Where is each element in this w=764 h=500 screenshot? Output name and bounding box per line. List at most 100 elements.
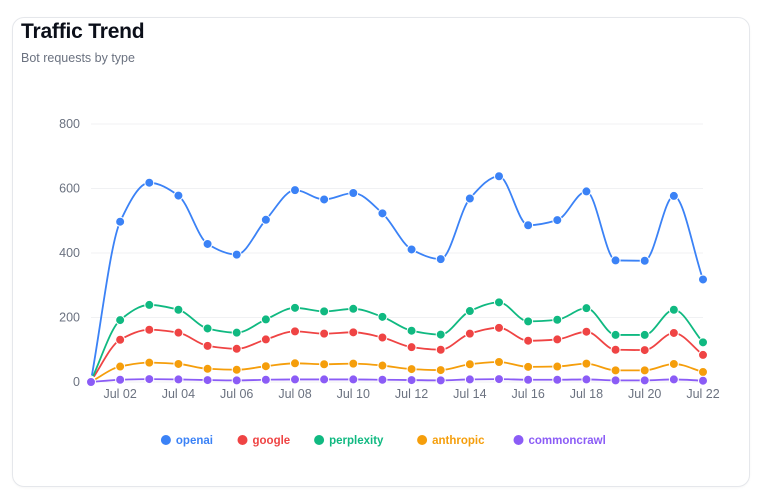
data-point-google[interactable]: [377, 332, 388, 343]
data-point-perplexity[interactable]: [144, 299, 155, 310]
data-point-anthropic[interactable]: [523, 361, 534, 372]
data-point-google[interactable]: [494, 322, 504, 333]
data-point-google[interactable]: [115, 334, 126, 345]
data-point-openai[interactable]: [173, 190, 184, 201]
data-point-openai[interactable]: [406, 244, 417, 255]
data-point-anthropic[interactable]: [290, 358, 300, 369]
data-point-commoncrawl[interactable]: [552, 374, 563, 385]
data-point-google[interactable]: [348, 327, 359, 338]
data-point-openai[interactable]: [377, 208, 388, 219]
data-point-google[interactable]: [173, 327, 184, 338]
data-point-google[interactable]: [639, 345, 650, 356]
data-point-anthropic[interactable]: [406, 364, 417, 375]
data-point-google[interactable]: [202, 340, 213, 351]
data-point-openai[interactable]: [231, 249, 242, 260]
data-point-anthropic[interactable]: [202, 363, 213, 374]
data-point-openai[interactable]: [348, 188, 359, 199]
data-point-google[interactable]: [319, 328, 330, 339]
data-point-google[interactable]: [290, 326, 300, 337]
data-point-anthropic[interactable]: [348, 358, 359, 369]
data-point-perplexity[interactable]: [290, 302, 300, 313]
data-point-anthropic[interactable]: [377, 360, 388, 371]
data-point-anthropic[interactable]: [494, 357, 504, 368]
data-point-commoncrawl[interactable]: [202, 375, 213, 386]
data-point-perplexity[interactable]: [377, 311, 388, 322]
data-point-commoncrawl[interactable]: [610, 375, 621, 386]
data-point-google[interactable]: [668, 327, 679, 338]
data-point-google[interactable]: [552, 334, 563, 345]
data-point-perplexity[interactable]: [668, 304, 679, 315]
data-point-google[interactable]: [435, 344, 446, 355]
data-point-anthropic[interactable]: [552, 361, 563, 372]
data-point-perplexity[interactable]: [406, 325, 417, 336]
data-point-google[interactable]: [144, 324, 155, 335]
data-point-commoncrawl[interactable]: [698, 375, 708, 386]
data-point-google[interactable]: [231, 343, 242, 354]
data-point-openai[interactable]: [464, 193, 475, 204]
data-point-perplexity[interactable]: [581, 303, 592, 314]
data-point-perplexity[interactable]: [173, 304, 184, 315]
data-point-google[interactable]: [581, 326, 592, 337]
data-point-openai[interactable]: [290, 185, 300, 196]
data-point-anthropic[interactable]: [464, 359, 475, 370]
data-point-openai[interactable]: [668, 190, 679, 201]
data-point-commoncrawl[interactable]: [435, 375, 446, 386]
data-point-openai[interactable]: [435, 254, 446, 265]
data-point-openai[interactable]: [202, 238, 213, 249]
data-point-commoncrawl[interactable]: [115, 374, 126, 385]
data-point-openai[interactable]: [260, 214, 271, 225]
data-point-commoncrawl[interactable]: [348, 374, 359, 385]
data-point-commoncrawl[interactable]: [290, 374, 300, 385]
data-point-openai[interactable]: [115, 216, 126, 227]
data-point-perplexity[interactable]: [348, 303, 359, 314]
data-point-commoncrawl[interactable]: [668, 374, 679, 385]
legend-item-openai[interactable]: openai: [160, 435, 213, 447]
data-point-google[interactable]: [698, 349, 708, 360]
data-point-openai[interactable]: [494, 171, 504, 182]
data-point-openai[interactable]: [610, 255, 621, 266]
data-point-commoncrawl[interactable]: [523, 374, 534, 385]
data-point-commoncrawl[interactable]: [581, 374, 592, 385]
legend-item-perplexity[interactable]: perplexity: [314, 435, 384, 447]
data-point-perplexity[interactable]: [610, 329, 621, 340]
data-point-commoncrawl[interactable]: [86, 377, 96, 387]
data-point-openai[interactable]: [552, 215, 563, 226]
data-point-commoncrawl[interactable]: [144, 374, 155, 385]
data-point-google[interactable]: [523, 335, 534, 346]
data-point-perplexity[interactable]: [202, 323, 213, 334]
data-point-openai[interactable]: [144, 177, 155, 188]
data-point-anthropic[interactable]: [698, 367, 708, 378]
data-point-commoncrawl[interactable]: [494, 374, 504, 385]
data-point-openai[interactable]: [698, 274, 708, 285]
data-point-anthropic[interactable]: [639, 365, 650, 376]
data-point-anthropic[interactable]: [668, 358, 679, 369]
data-point-anthropic[interactable]: [144, 357, 155, 368]
data-point-perplexity[interactable]: [698, 337, 708, 348]
legend-item-google[interactable]: google: [237, 435, 291, 447]
data-point-perplexity[interactable]: [115, 315, 126, 326]
data-point-perplexity[interactable]: [639, 329, 650, 340]
data-point-perplexity[interactable]: [523, 316, 534, 327]
data-point-anthropic[interactable]: [319, 359, 330, 370]
data-point-anthropic[interactable]: [231, 364, 242, 375]
data-point-perplexity[interactable]: [319, 306, 330, 317]
data-point-openai[interactable]: [319, 194, 330, 205]
data-point-openai[interactable]: [639, 255, 650, 266]
data-point-perplexity[interactable]: [260, 314, 271, 325]
data-point-commoncrawl[interactable]: [406, 375, 417, 386]
data-point-google[interactable]: [464, 328, 475, 339]
data-point-google[interactable]: [610, 344, 621, 355]
data-point-anthropic[interactable]: [435, 365, 446, 376]
data-point-perplexity[interactable]: [435, 329, 446, 340]
data-point-commoncrawl[interactable]: [639, 375, 650, 386]
legend[interactable]: openai google perplexity anthropic commoncra…: [160, 435, 606, 447]
data-point-anthropic[interactable]: [610, 365, 621, 376]
data-point-anthropic[interactable]: [581, 358, 592, 369]
data-point-commoncrawl[interactable]: [377, 374, 388, 385]
data-point-anthropic[interactable]: [260, 361, 271, 372]
data-point-perplexity[interactable]: [464, 306, 475, 317]
data-point-perplexity[interactable]: [231, 327, 242, 338]
legend-item-commoncrawl[interactable]: commoncrawl: [513, 435, 606, 447]
data-point-perplexity[interactable]: [494, 297, 504, 308]
data-point-anthropic[interactable]: [115, 361, 126, 372]
